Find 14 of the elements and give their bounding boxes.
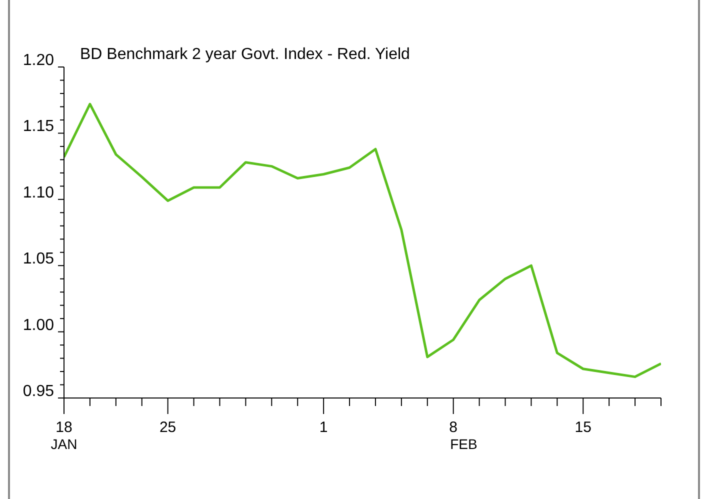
y-tick-label: 1.00 (22, 316, 54, 334)
y-tick-label: 1.20 (22, 52, 54, 69)
x-tick-label: 15 (574, 419, 592, 436)
x-tick-label: 1 (319, 419, 328, 436)
x-tick-label: 25 (159, 419, 176, 436)
y-tick-label: 1.10 (22, 184, 54, 202)
x-tick-label: 18 (56, 419, 72, 436)
y-tick-label: 1.05 (22, 250, 54, 268)
x-tick-label: 8 (449, 419, 458, 436)
text: JAN (50, 436, 78, 452)
y-tick-label: 0.95 (22, 383, 54, 400)
chart-title: BD Benchmark 2 year Govt. Index - Red. Yield (80, 46, 410, 64)
text: FEB (449, 436, 478, 452)
y-tick-label: 1.15 (22, 118, 54, 136)
